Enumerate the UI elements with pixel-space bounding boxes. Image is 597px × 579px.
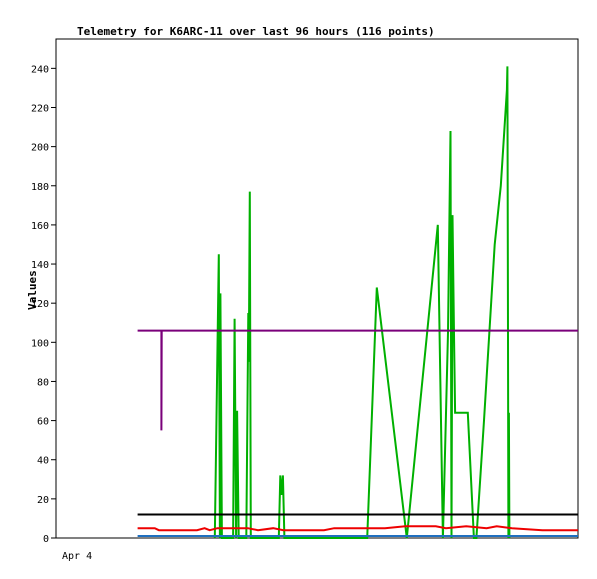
chart-title: Telemetry for K6ARC-11 over last 96 hour… (77, 25, 435, 38)
y-tick-label: 0 (43, 534, 49, 545)
x-axis-ticks: Apr 4 (62, 551, 92, 562)
y-tick-label: 40 (37, 456, 49, 467)
y-tick-label: 80 (37, 377, 49, 388)
y-tick-label: 240 (31, 64, 49, 75)
y-tick-label: 160 (31, 221, 49, 232)
y-tick-label: 140 (31, 260, 49, 271)
y-tick-label: 20 (37, 495, 49, 506)
y-tick-label: 220 (31, 103, 49, 114)
y-tick-label: 100 (31, 338, 49, 349)
y-tick-label: 60 (37, 417, 49, 428)
y-axis-label: Values (26, 270, 39, 310)
y-tick-label: 200 (31, 143, 49, 154)
x-tick-label: Apr 4 (62, 551, 92, 562)
y-axis-ticks: 0 20 40 60 80 100 120 140 160 180 200 220 240 (31, 64, 56, 545)
series-line-purple (137, 329, 578, 431)
series-layer (137, 66, 578, 539)
plot-area (55, 38, 579, 539)
y-tick-label: 120 (31, 299, 49, 310)
series-line-red (137, 525, 578, 532)
y-tick-label: 180 (31, 182, 49, 193)
series-line-green (213, 66, 511, 539)
